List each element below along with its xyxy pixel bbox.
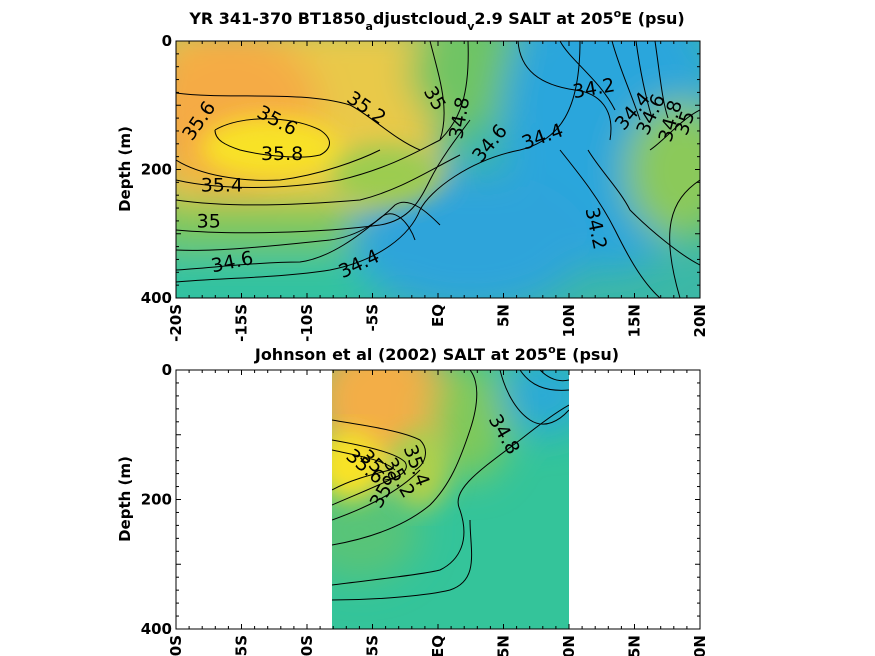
bottom-y-tick-label: 0 bbox=[162, 361, 172, 379]
top-contour-label: 35.4 bbox=[201, 175, 243, 197]
top-y-tick-label: 0 bbox=[162, 32, 172, 50]
top-y-axis: 0 200 400 bbox=[141, 32, 700, 307]
top-contour-label: 35.8 bbox=[261, 143, 303, 165]
top-chart-title: YR 341-370 BT1850adjustcloudv2.9 SALT at… bbox=[188, 7, 684, 33]
bottom-x-tick-label: -5S bbox=[364, 635, 382, 656]
top-x-axis: -20S -15S -10S -5S EQ 5N 10N 15N 20N bbox=[167, 41, 709, 342]
top-x-tick-label: -20S bbox=[167, 304, 185, 342]
top-x-tick-label: 20N bbox=[691, 304, 709, 337]
bottom-x-tick-label: -10S bbox=[298, 635, 316, 656]
top-x-tick-label: EQ bbox=[429, 304, 447, 327]
top-x-tick-label: -5S bbox=[364, 304, 382, 331]
bottom-y-tick-label: 200 bbox=[141, 491, 172, 509]
top-x-tick-label: -15S bbox=[233, 304, 251, 342]
top-x-tick-label: 10N bbox=[560, 304, 578, 337]
bottom-x-tick-label: -15S bbox=[233, 635, 251, 656]
top-contour-lines bbox=[176, 41, 700, 298]
bottom-x-tick-label: 10N bbox=[560, 635, 578, 656]
top-x-tick-label: 5N bbox=[495, 304, 513, 327]
top-y-axis-label: Depth (m) bbox=[116, 126, 134, 212]
bottom-salinity-field bbox=[332, 370, 569, 629]
top-contour-label: 35 bbox=[197, 211, 221, 233]
bottom-contour-labels: 34.835.435.235.835.635 bbox=[342, 411, 524, 512]
top-x-tick-label: 15N bbox=[626, 304, 644, 337]
bottom-x-tick-label: -20S bbox=[167, 635, 185, 656]
bottom-x-tick-label: 5N bbox=[495, 635, 513, 656]
bottom-x-tick-label: EQ bbox=[429, 635, 447, 656]
bottom-x-tick-label: 20N bbox=[691, 635, 709, 656]
top-y-tick-label: 400 bbox=[141, 289, 172, 307]
top-y-tick-label: 200 bbox=[141, 161, 172, 179]
bottom-y-axis: 0 200 400 bbox=[141, 361, 700, 638]
bottom-x-axis: -20S -15S -10S -5S EQ 5N 10N 15N 20N bbox=[167, 370, 709, 656]
bottom-contour-lines bbox=[332, 370, 569, 601]
top-x-tick-label: -10S bbox=[298, 304, 316, 342]
top-salinity-field bbox=[176, 41, 700, 298]
bottom-chart-title: Johnson et al (2002) SALT at 205oE (psu) bbox=[254, 343, 619, 364]
bottom-y-tick-label: 400 bbox=[141, 620, 172, 638]
bottom-y-axis-label: Depth (m) bbox=[116, 456, 134, 542]
bottom-x-tick-label: 15N bbox=[626, 635, 644, 656]
